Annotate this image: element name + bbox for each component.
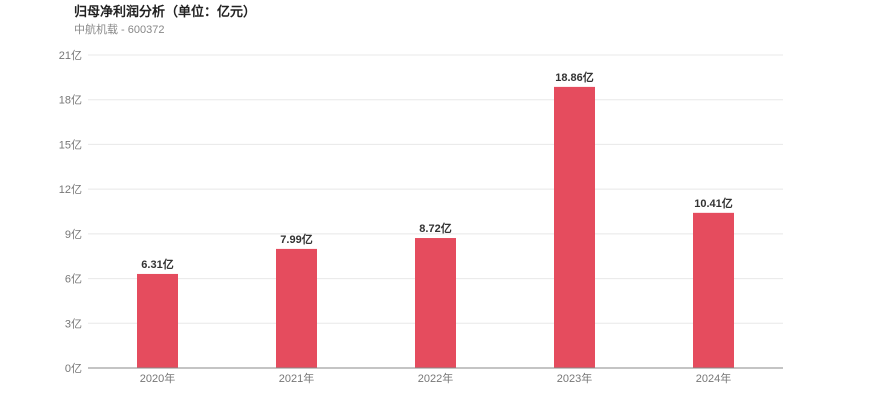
x-axis-ticks: 2020年 2021年 2022年 2023年 2024年 <box>140 371 731 385</box>
x-tick-label: 2022年 <box>418 371 453 385</box>
y-tick-label: 18亿 <box>59 94 82 107</box>
y-tick-label: 6亿 <box>65 273 82 286</box>
y-tick-label: 0亿 <box>65 362 82 375</box>
bar <box>693 212 734 368</box>
x-tick-label: 2024年 <box>696 371 731 385</box>
bar <box>276 248 317 368</box>
bar <box>415 238 456 368</box>
y-tick-label: 3亿 <box>65 317 82 330</box>
y-tick-label: 15亿 <box>59 138 82 151</box>
y-tick-label: 21亿 <box>59 49 82 62</box>
data-label: 10.41亿 <box>694 196 733 210</box>
chart-title: 归母净利润分析（单位：亿元） <box>74 4 257 19</box>
bar <box>137 273 178 368</box>
bar <box>554 86 595 369</box>
data-label: 7.99亿 <box>280 232 312 246</box>
data-labels: 6.31亿 7.99亿 8.72亿 18.86亿 10.41亿 <box>141 70 732 271</box>
y-axis-ticks: 0亿 3亿 6亿 9亿 12亿 15亿 18亿 21亿 <box>59 49 82 375</box>
y-tick-label: 12亿 <box>59 183 82 196</box>
x-tick-label: 2020年 <box>140 371 175 385</box>
y-tick-label: 9亿 <box>65 228 82 241</box>
data-label: 6.31亿 <box>141 257 173 271</box>
chart-subtitle: 中航机载 - 600372 <box>74 24 165 36</box>
grid-lines <box>88 54 783 324</box>
data-label: 8.72亿 <box>419 221 451 235</box>
bars <box>137 86 734 369</box>
x-tick-label: 2023年 <box>557 371 592 385</box>
data-label: 18.86亿 <box>555 70 594 84</box>
x-tick-label: 2021年 <box>279 371 314 385</box>
